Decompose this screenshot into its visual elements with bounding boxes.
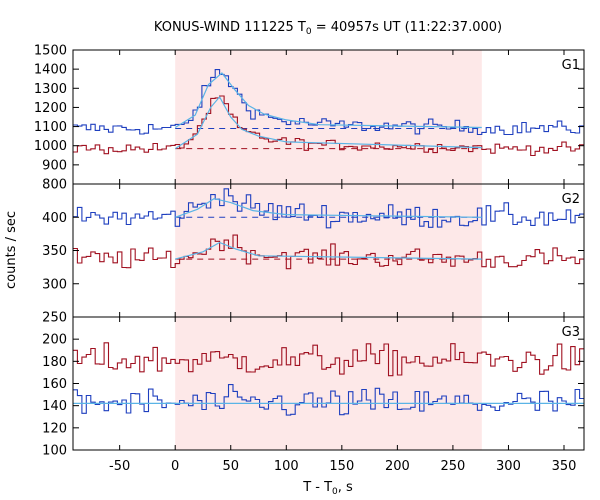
series-g2-blue <box>73 188 584 229</box>
panel-g3: 100 120 140 160 180 200 G3 <box>42 316 585 459</box>
panel-g1: 800 900 1000 1100 1200 1300 1400 1500 G1 <box>34 44 585 193</box>
y-tick-label: 120 <box>42 421 67 436</box>
fit-g1-red <box>174 95 482 150</box>
y-tick-label: 350 <box>42 244 67 259</box>
y-tick-label: 100 <box>42 444 67 459</box>
fit-g2-blue <box>174 197 482 218</box>
x-tick-label: 200 <box>385 459 410 474</box>
y-tick-label: 1200 <box>34 101 67 116</box>
panel-g2: 250 300 350 400 G2 <box>42 183 585 326</box>
y-tick-label: 250 <box>42 311 67 326</box>
y-tick-label: 900 <box>42 158 67 173</box>
x-tick-label: 350 <box>552 459 577 474</box>
fit-g2-red <box>175 241 482 260</box>
y-tick-label: 160 <box>42 377 67 392</box>
y-tick-label: 1500 <box>34 44 67 59</box>
y-tick-label: 300 <box>42 277 67 292</box>
x-tick-label: 100 <box>274 459 299 474</box>
series-g2-red <box>73 234 584 270</box>
chart-title: KONUS-WIND 111225 T0 = 40957s UT (11:22:… <box>154 20 502 37</box>
x-tick-label: 50 <box>222 459 239 474</box>
y-tick-label: 1300 <box>34 82 67 97</box>
fit-g1-blue <box>174 72 482 129</box>
y-tick-label: 400 <box>42 211 67 226</box>
y-axis-title: counts / sec <box>4 211 19 289</box>
series-g3-red <box>73 342 584 377</box>
x-axis-title: T - T0, s <box>302 480 353 497</box>
burst-interval-highlight <box>175 50 482 450</box>
plot-area: 800900100011001200130014001500G125030035… <box>34 44 585 474</box>
y-tick-label: 800 <box>42 178 67 193</box>
panel-label: G2 <box>562 192 580 207</box>
y-tick-label: 1000 <box>34 139 67 154</box>
series-g1-red <box>73 95 584 157</box>
x-tick-label: 0 <box>171 459 179 474</box>
panel-label: G3 <box>562 325 580 340</box>
y-tick-label: 140 <box>42 399 67 414</box>
y-tick-label: 180 <box>42 355 67 370</box>
panel-label: G1 <box>562 58 580 73</box>
y-tick-label: 200 <box>42 333 67 348</box>
x-tick-label: -50 <box>109 459 130 474</box>
y-tick-label: 1100 <box>34 120 67 135</box>
x-tick-label: 150 <box>329 459 354 474</box>
x-tick-label: 300 <box>496 459 521 474</box>
y-tick-label: 1400 <box>34 63 67 78</box>
series-g1-blue <box>73 69 584 136</box>
x-tick-label: 250 <box>441 459 466 474</box>
